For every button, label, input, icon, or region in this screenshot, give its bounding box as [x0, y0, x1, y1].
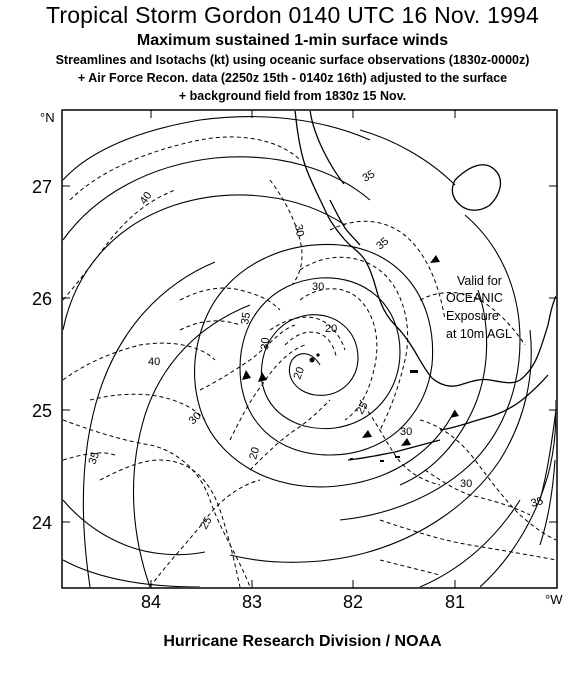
- lat-label-27: 27: [32, 177, 52, 197]
- lat-label-26: 26: [32, 289, 52, 309]
- isotach-label: 25: [354, 400, 371, 417]
- isotach-label: 35: [374, 235, 391, 252]
- annotation-line-4: at 10m AGL: [446, 327, 512, 341]
- isotach-label: 30: [259, 337, 272, 350]
- description-line-2: + Air Force Recon. data (2250z 15th - 01…: [77, 71, 508, 85]
- lat-unit-label: °N: [40, 110, 55, 125]
- isotach-label: 30: [312, 281, 324, 293]
- isotach-label: 35: [87, 450, 102, 466]
- validity-annotation: Valid for OCEANIC Exposure at 10m AGL: [446, 274, 512, 341]
- isotach-label: 30: [460, 478, 472, 490]
- isotach-label: 30: [292, 223, 306, 237]
- footer-credit: Hurricane Research Division / NOAA: [163, 633, 442, 650]
- isotach-label: 40: [148, 356, 160, 368]
- isotach-labels: 40 40 35 35 35 30 30 30 30 30 30 25 25 2…: [87, 168, 545, 531]
- annotation-line-1: Valid for: [457, 274, 502, 288]
- lat-label-24: 24: [32, 513, 52, 533]
- streamlines: [63, 116, 556, 587]
- isotach-lines: [63, 136, 556, 587]
- isotach-label: 35: [361, 168, 378, 185]
- isotach-label: 20: [247, 446, 262, 461]
- lat-ticks: [62, 185, 557, 523]
- isotach-label: 35: [530, 495, 545, 510]
- lon-label-83: 83: [242, 592, 262, 612]
- isotach-label: 30: [400, 426, 412, 438]
- lon-label-84: 84: [141, 592, 161, 612]
- isotach-label: 20: [292, 365, 307, 381]
- map-frame: [61, 109, 558, 589]
- lon-label-81: 81: [445, 592, 465, 612]
- streamline-arrows: [242, 255, 459, 446]
- islands: [309, 353, 418, 462]
- isotach-label: 35: [239, 311, 253, 325]
- lon-unit-label: °W: [545, 592, 563, 607]
- map-title: Tropical Storm Gordon 0140 UTC 16 Nov. 1…: [45, 2, 540, 28]
- lon-label-82: 82: [343, 592, 363, 612]
- isotach-label: 20: [325, 323, 337, 335]
- map-subtitle: Maximum sustained 1-min surface winds: [136, 32, 449, 49]
- annotation-line-2: OCEANIC: [446, 291, 503, 305]
- lat-label-25: 25: [32, 401, 52, 421]
- description-line-3: + background field from 1830z 15 Nov.: [178, 89, 407, 103]
- coastline: [294, 111, 556, 461]
- description-line-1: Streamlines and Isotachs (kt) using ocea…: [55, 53, 530, 67]
- annotation-line-3: Exposure: [446, 309, 499, 323]
- isotach-label: 40: [138, 190, 155, 207]
- isotach-label: 25: [198, 515, 215, 532]
